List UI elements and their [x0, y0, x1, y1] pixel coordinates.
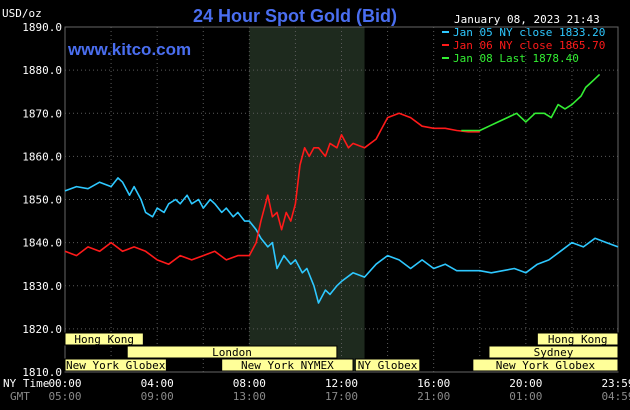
timestamp: January 08, 2023 21:43 [454, 13, 600, 26]
session-rect [126, 345, 338, 359]
session-rect [221, 358, 354, 372]
session-bar: New York Globex [64, 358, 167, 372]
ny-time-row-label: NY Time [3, 377, 49, 390]
session-rect [488, 345, 619, 359]
series-line [461, 73, 601, 132]
legend-entry: Jan 05 NY close 1833.20 [453, 26, 605, 39]
legend-entry: Jan 06 NY close 1865.70 [453, 39, 605, 52]
x-tick-label-ny: 16:00 [417, 377, 450, 390]
y-tick-label: 1890.0 [22, 21, 62, 34]
y-tick-label: 1820.0 [22, 323, 62, 336]
x-tick-label-ny: 08:00 [233, 377, 266, 390]
x-tick-label-ny: 23:59 [601, 377, 630, 390]
session-label: Hong Kong [74, 333, 134, 346]
session-rect [472, 358, 619, 372]
session-rect [354, 358, 421, 372]
y-tick-label: 1880.0 [22, 64, 62, 77]
chart-title: 24 Hour Spot Gold (Bid) [193, 6, 397, 26]
y-tick-label: 1860.0 [22, 150, 62, 163]
x-tick-label-ny: 04:00 [141, 377, 174, 390]
x-tick-label-gmt: 13:00 [233, 390, 266, 403]
session-bar: New York NYMEX [221, 358, 354, 372]
session-bar: Sydney [488, 345, 619, 359]
gridlines [64, 26, 619, 373]
x-tick-label-gmt: 04:59 [601, 390, 630, 403]
website-label: www.kitco.com [67, 40, 191, 59]
session-rect [64, 358, 167, 372]
session-bar: Hong Kong [64, 332, 144, 346]
session-bar: NY Globex [354, 358, 421, 372]
session-label: New York Globex [496, 359, 596, 372]
x-tick-label-gmt: 05:00 [48, 390, 81, 403]
x-tick-label-gmt: 21:00 [417, 390, 450, 403]
session-label: New York NYMEX [241, 359, 334, 372]
x-tick-label-gmt: 09:00 [141, 390, 174, 403]
y-axis-label: USD/oz [2, 7, 42, 20]
x-tick-label-ny: 20:00 [509, 377, 542, 390]
legend-entry: Jan 08 Last 1878.40 [453, 52, 579, 65]
session-bar: Hong Kong [536, 332, 619, 346]
session-label: NY Globex [358, 359, 418, 372]
x-tick-label-gmt: 01:00 [509, 390, 542, 403]
session-label: Sydney [534, 346, 574, 359]
y-tick-label: 1810.0 [22, 366, 62, 379]
session-rect [64, 332, 144, 346]
price-series [64, 73, 619, 304]
plot-frame [64, 26, 619, 373]
session-rect [536, 332, 619, 346]
x-tick-label-gmt: 17:00 [325, 390, 358, 403]
x-tick-label-ny: 00:00 [48, 377, 81, 390]
y-tick-label: 1830.0 [22, 280, 62, 293]
x-tick-label-ny: 12:00 [325, 377, 358, 390]
session-label: Hong Kong [548, 333, 608, 346]
series-line [64, 112, 480, 266]
session-bar: New York Globex [472, 358, 619, 372]
gmt-row-label: GMT [10, 390, 30, 403]
y-tick-label: 1850.0 [22, 194, 62, 207]
y-tick-labels: 1890.0 1880.0 1870.0 1860.0 1850.0 1840.0 1830… [22, 21, 62, 379]
session-label: London [212, 346, 252, 359]
session-bar: London [126, 345, 338, 359]
session-label: New York Globex [66, 359, 166, 372]
y-tick-label: 1870.0 [22, 107, 62, 120]
series-line [64, 177, 619, 304]
y-tick-label: 1840.0 [22, 237, 62, 250]
